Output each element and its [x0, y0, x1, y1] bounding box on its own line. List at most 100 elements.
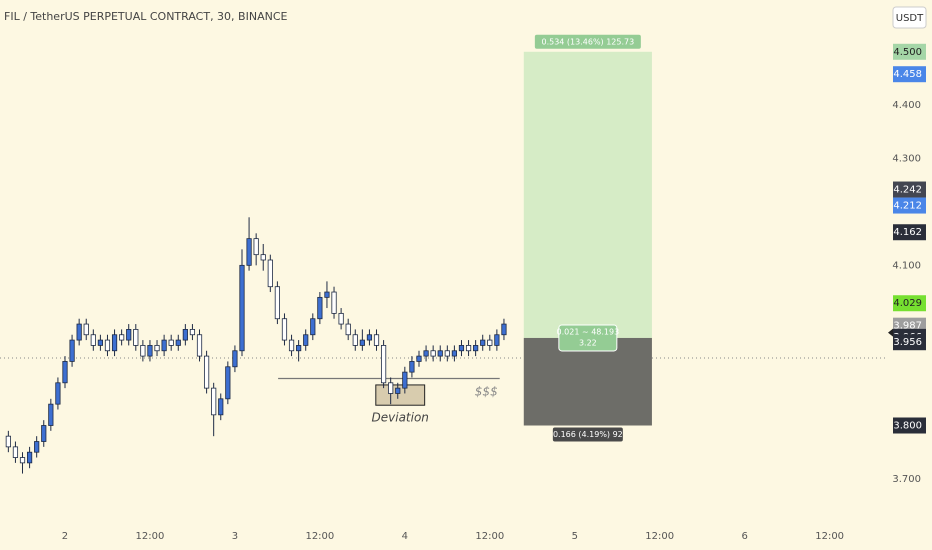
- candle-body: [26, 451, 33, 464]
- candle-body: [111, 334, 118, 352]
- price-badge-label: 4.242: [893, 185, 922, 196]
- currency[interactable]: USDT: [896, 13, 924, 24]
- candle-body: [501, 323, 507, 336]
- target-label: 0.534 (13.46%) 125.73: [541, 37, 634, 46]
- candle-body: [253, 238, 259, 256]
- center-label-box: [558, 324, 618, 352]
- candle-body: [175, 339, 181, 346]
- price-badge: [893, 224, 926, 241]
- price-badge-label: 3.987: [893, 321, 922, 332]
- currency-box[interactable]: [892, 6, 927, 29]
- candle-body: [119, 334, 125, 341]
- candle-body: [395, 387, 401, 394]
- candle-body: [133, 329, 139, 346]
- stop-label-box: [552, 427, 623, 442]
- candle-body: [196, 334, 203, 357]
- candle-body: [345, 323, 351, 336]
- candle-body: [416, 355, 422, 362]
- candle-body: [423, 350, 429, 357]
- candle-body: [69, 339, 75, 362]
- price-badge: [893, 334, 926, 351]
- x-tick-label: 2: [62, 531, 68, 542]
- candle-body: [458, 345, 465, 352]
- candle-body: [402, 371, 408, 389]
- candle-body: [19, 457, 26, 464]
- candle-body: [41, 425, 47, 442]
- x-tick-label: 3: [232, 531, 238, 542]
- price-pointer: [888, 328, 893, 337]
- candle-body: [203, 355, 210, 389]
- x-tick-label: 12:00: [136, 531, 165, 542]
- candle-body: [444, 350, 450, 357]
- x-tick-label: 4: [402, 531, 408, 542]
- candle-body: [296, 345, 302, 352]
- candle-body: [366, 334, 373, 341]
- candle-body: [373, 334, 380, 346]
- candle-body: [352, 334, 358, 346]
- price-badge: [893, 417, 926, 434]
- x-tick-label: 12:00: [815, 531, 844, 542]
- x-tick-label: 6: [741, 531, 747, 542]
- candle-body: [62, 361, 68, 384]
- candle-body: [380, 345, 387, 384]
- candle-body: [232, 350, 238, 368]
- candle-body: [288, 339, 295, 352]
- stop-label: 0.166 (4.19%) 92: [553, 430, 623, 439]
- candle-body: [317, 296, 323, 320]
- candle-body: [338, 312, 344, 325]
- x-tick-label: 12:00: [645, 531, 674, 542]
- candle-body: [90, 334, 96, 346]
- candle-body: [182, 329, 188, 341]
- candle-body: [34, 441, 40, 453]
- price-badge: [893, 295, 926, 312]
- candle-body: [211, 387, 217, 416]
- candle-body: [225, 366, 231, 400]
- candle-body: [104, 339, 111, 352]
- candle-body: [76, 323, 82, 341]
- x-tick-label: 5: [572, 531, 578, 542]
- price-badge-label: 4.162: [893, 227, 922, 238]
- price-badge-label: 3.956: [893, 337, 922, 348]
- candle-body: [168, 339, 174, 346]
- price-badge-label: 4.029: [893, 298, 922, 309]
- candle-body: [147, 345, 153, 357]
- candle-body: [246, 238, 252, 266]
- candle-body: [465, 345, 472, 352]
- candle-body: [12, 446, 19, 458]
- candle-body: [388, 382, 394, 394]
- y-tick-label: 4.400: [892, 100, 921, 111]
- y-tick-label: 4.100: [892, 260, 921, 271]
- candle-body: [303, 334, 309, 346]
- deviation-label: Deviation: [372, 411, 429, 425]
- price-badge-label: 4.212: [893, 201, 922, 212]
- candle-body: [437, 350, 443, 357]
- candle-body: [55, 382, 61, 405]
- price-badge: [893, 197, 926, 214]
- center-label: 0.021 ~ 48.193: [557, 327, 620, 336]
- candle-body: [48, 403, 54, 426]
- candle-body: [281, 318, 288, 341]
- candle-body: [331, 291, 337, 314]
- candle-body: [5, 435, 11, 448]
- candle-body: [487, 339, 493, 346]
- candle-body: [324, 291, 330, 298]
- price-badge-label: 4.458: [893, 69, 922, 80]
- candle-body: [189, 329, 196, 336]
- candle-body: [154, 345, 160, 352]
- stop-zone: [523, 337, 652, 426]
- chart-title: FIL / TetherUS PERPETUAL CONTRACT, 30, B…: [4, 10, 288, 23]
- candle-body: [494, 334, 500, 346]
- price-badge: [893, 181, 926, 198]
- price-badge: [893, 66, 926, 83]
- price-badge-label: 4.500: [893, 47, 922, 58]
- candle-body: [161, 339, 167, 352]
- candle-body: [239, 264, 245, 352]
- x-tick-label: 12:00: [475, 531, 504, 542]
- center-label: 3.22: [579, 338, 597, 347]
- deviation-box: [375, 384, 426, 406]
- y-tick-label: 3.700: [892, 474, 921, 485]
- target-label-box: [534, 34, 641, 49]
- price-badge-label: 3.800: [893, 421, 922, 432]
